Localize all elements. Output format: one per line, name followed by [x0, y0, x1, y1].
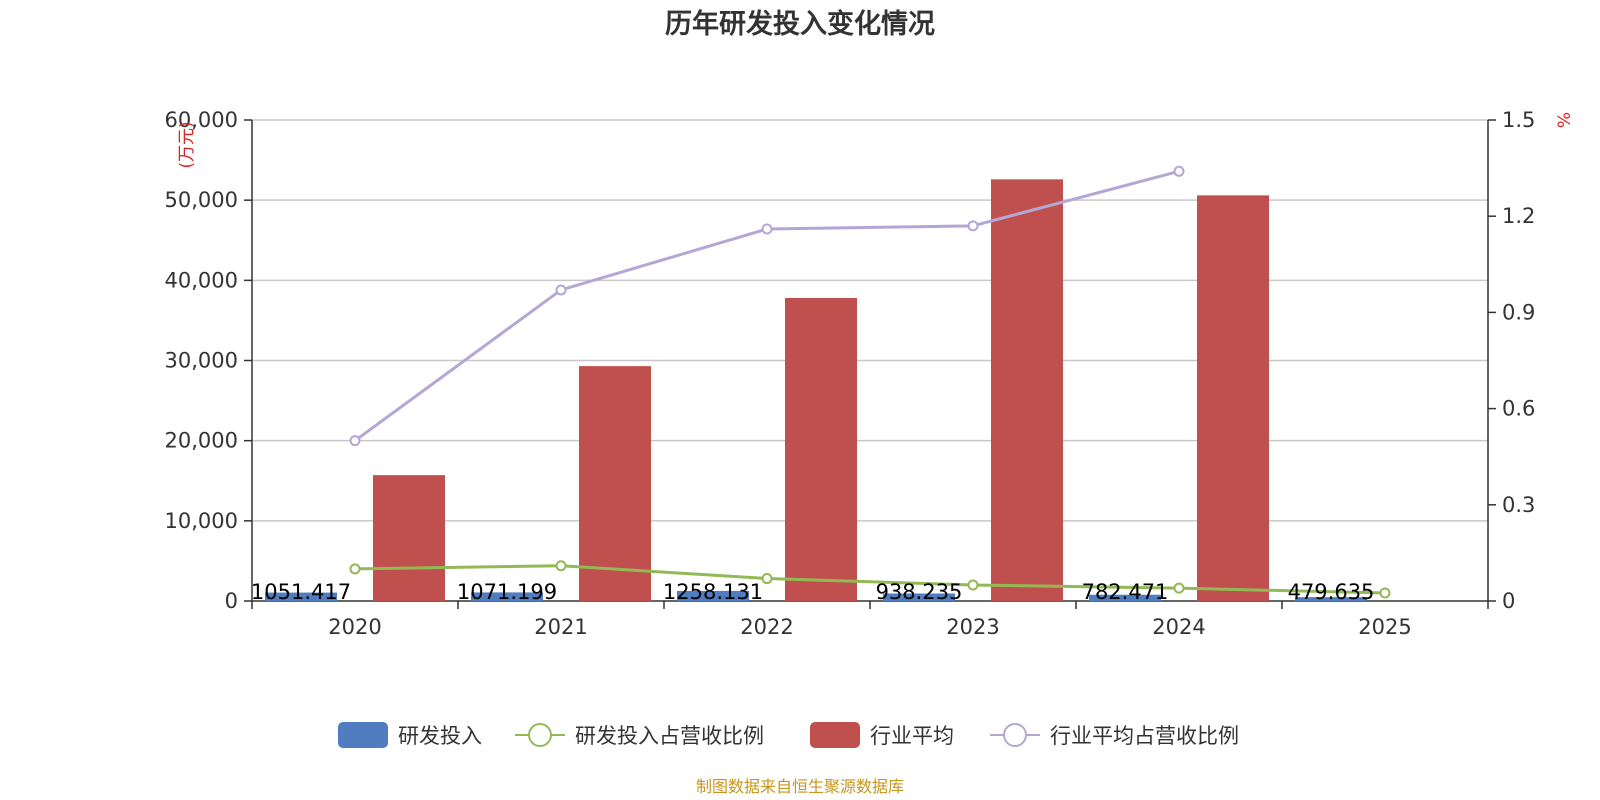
x-axis-tick-label: 2022	[740, 615, 793, 639]
legend-rd-investment-label: 研发投入	[398, 724, 482, 748]
axes: 0 10,000 20,000 30,000 40,000 50,000 60,000 0 0.…	[165, 108, 1536, 639]
legend-industry-average-label: 行业平均	[870, 724, 954, 748]
point-rd-ratio	[349, 563, 361, 575]
data-label: 782.471	[1082, 580, 1169, 604]
chart-title: 历年研发投入变化情况	[665, 8, 935, 40]
right-axis-tick-label: 0	[1502, 589, 1515, 613]
right-axis-unit: %	[1555, 112, 1575, 128]
x-axis-tick-label: 2021	[534, 615, 587, 639]
bar-rd-investment	[677, 590, 749, 601]
point-rd-ratio	[761, 573, 773, 585]
left-axis-tick-label: 20,000	[165, 429, 238, 453]
left-axis-tick-label: 0	[225, 589, 238, 613]
bar-rd-investment	[471, 592, 543, 601]
legend-industry-ratio-marker	[1003, 723, 1027, 747]
source-note: 制图数据来自恒生聚源数据库	[696, 777, 904, 796]
point-industry-ratio	[349, 435, 361, 447]
bar-rd-investment	[265, 592, 337, 601]
right-axis-tick-label: 0.9	[1502, 300, 1535, 324]
gridlines	[252, 119, 1488, 522]
point-rd-ratio	[967, 579, 979, 591]
left-axis-tick-label: 10,000	[165, 509, 238, 533]
x-axis-tick-label: 2024	[1152, 615, 1205, 639]
legend: 研发投入 研发投入占营收比例 行业平均 行业平均占营收比例	[338, 722, 1239, 748]
bar-industry-average	[785, 297, 857, 601]
left-axis-tick-label: 30,000	[165, 349, 238, 373]
point-industry-ratio	[1173, 165, 1185, 177]
bar-industry-average	[1197, 195, 1269, 601]
bars	[265, 179, 1367, 601]
right-axis-tick-label: 0.3	[1502, 493, 1535, 517]
legend-rd-investment-swatch	[338, 722, 388, 748]
bar-rd-investment	[1089, 594, 1161, 601]
legend-rd-ratio-label: 研发投入占营收比例	[575, 724, 764, 748]
point-industry-ratio	[761, 223, 773, 235]
left-axis-unit: (万元)	[177, 121, 197, 168]
bar-rd-investment	[1295, 597, 1367, 601]
x-axis-tick-label: 2025	[1358, 615, 1411, 639]
bar-rd-investment	[883, 593, 955, 601]
right-axis-tick-label: 1.5	[1502, 108, 1535, 132]
x-axis-tick-label: 2020	[328, 615, 381, 639]
data-labels: 1051.417 1071.199 1258.131 938.235 782.471 47…	[251, 580, 1375, 604]
data-label: 1071.199	[457, 580, 557, 604]
right-axis-tick-label: 1.2	[1502, 204, 1535, 228]
line-rd-ratio	[354, 564, 1386, 595]
legend-rd-ratio-marker	[528, 723, 552, 747]
data-label: 479.635	[1288, 580, 1375, 604]
legend-industry-average-swatch	[810, 722, 860, 748]
point-industry-ratio	[967, 220, 979, 232]
point-rd-ratio	[1379, 587, 1391, 599]
left-axis-tick-label: 40,000	[165, 268, 238, 292]
x-axis-tick-label: 2023	[946, 615, 999, 639]
left-axis-tick-label: 50,000	[165, 188, 238, 212]
data-label: 1258.131	[663, 580, 763, 604]
bar-industry-average	[579, 366, 651, 601]
lines	[349, 165, 1391, 599]
bar-industry-average	[991, 179, 1063, 601]
left-axis-tick-label: 60,000	[165, 108, 238, 132]
data-label: 1051.417	[251, 580, 351, 604]
point-rd-ratio	[1173, 582, 1185, 594]
data-label: 938.235	[876, 580, 963, 604]
legend-industry-ratio-label: 行业平均占营收比例	[1050, 724, 1239, 748]
point-industry-ratio	[555, 284, 567, 296]
right-axis-tick-label: 0.6	[1502, 397, 1535, 421]
point-rd-ratio	[555, 560, 567, 572]
bar-industry-average	[373, 475, 445, 601]
